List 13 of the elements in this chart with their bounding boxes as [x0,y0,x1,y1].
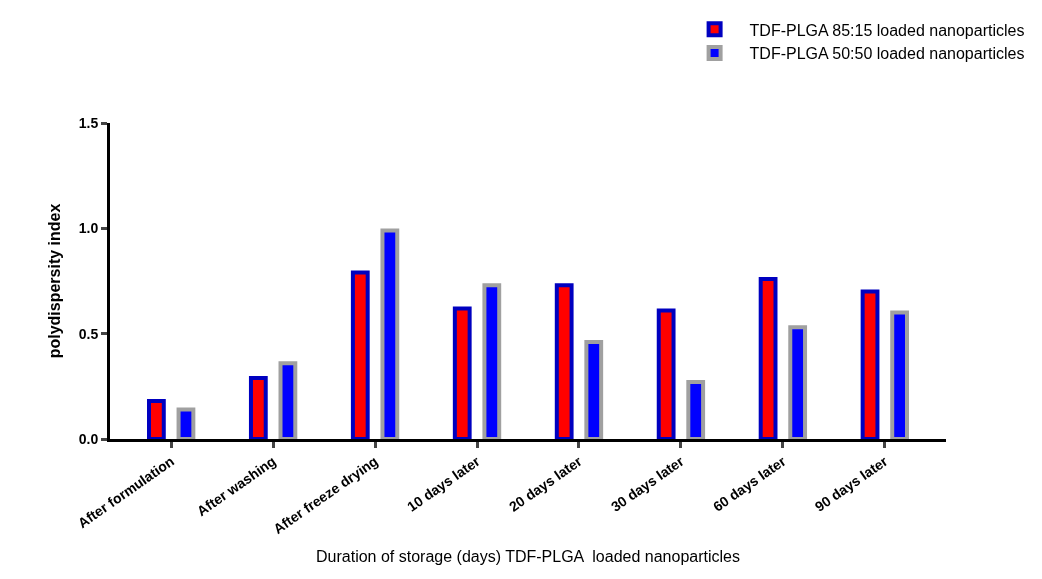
y-tick-label: 0.0 [78,430,99,447]
x-tick-label: 10 days later [404,452,484,515]
legend-label: TDF-PLGA 85:15 loaded nanoparticles [749,21,1025,39]
y-tick-label: 1.0 [78,220,99,237]
y-axis-title: polydispersity index [45,203,63,359]
x-tick-label: 60 days later [709,452,790,515]
x-axis-title: Duration of storage (days) TDF-PLGA loaded nanoparticles [316,547,740,565]
legend-label: TDF-PLGA 50:50 loaded nanoparticles [749,45,1025,63]
x-tick-label: 20 days later [506,452,586,515]
x-tick-label: 90 days later [811,452,892,515]
y-tick-label: 0.5 [78,325,99,342]
x-tick-label: 30 days later [607,452,688,515]
y-tick-label: 1.5 [78,114,99,131]
